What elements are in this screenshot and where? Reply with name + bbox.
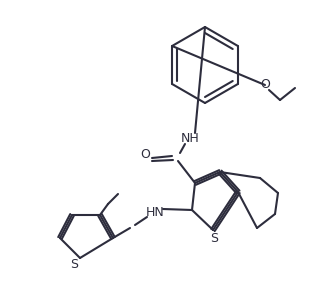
Text: S: S [70, 258, 78, 271]
Text: S: S [210, 233, 218, 246]
Text: O: O [260, 79, 270, 91]
Text: O: O [140, 148, 150, 162]
Text: NH: NH [181, 132, 199, 145]
Text: HN: HN [146, 205, 164, 219]
